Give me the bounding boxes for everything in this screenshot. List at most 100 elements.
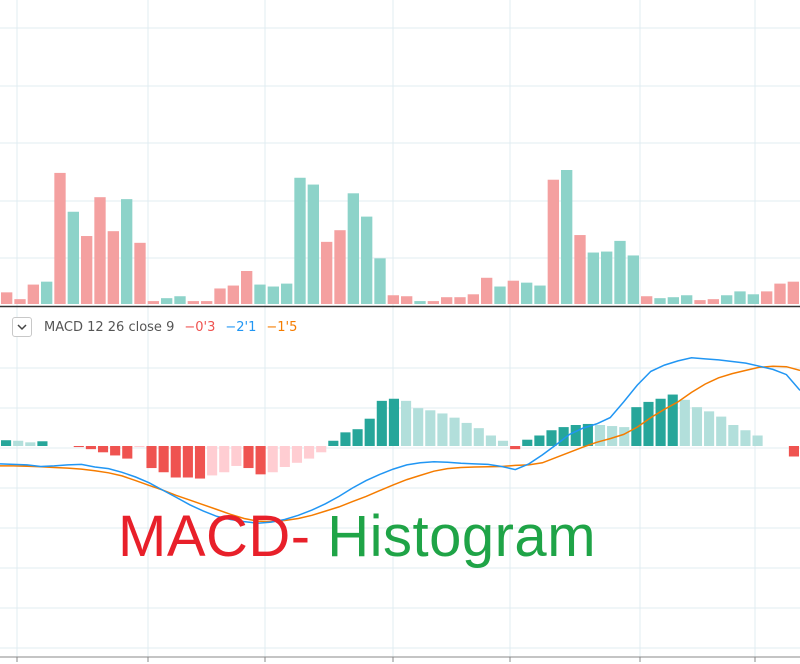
histogram-bar (691, 407, 703, 446)
histogram-bar (788, 446, 799, 457)
histogram-bar (607, 426, 618, 446)
volume-bar (734, 291, 746, 304)
volume-bar (161, 298, 173, 304)
study-name: MACD 12 26 close 9 (44, 319, 175, 335)
histogram-bar (449, 417, 460, 446)
volume-bar (1, 292, 13, 304)
volume-bar (267, 286, 279, 304)
volume-bar (721, 295, 733, 304)
histogram-bar (255, 446, 266, 475)
histogram-bar (522, 439, 533, 446)
histogram-bar (740, 430, 751, 446)
volume-bar (374, 258, 386, 304)
histogram-bar (388, 398, 399, 446)
volume-bar (201, 301, 213, 304)
histogram-bar (631, 407, 642, 446)
volume-bar (294, 177, 306, 304)
volume-bar (334, 230, 346, 304)
histogram-bar (546, 430, 557, 446)
histogram-bar (425, 410, 436, 446)
histogram-bar (510, 446, 521, 450)
volume-bar (187, 301, 199, 304)
volume-bar (347, 193, 359, 304)
volume-bar (254, 284, 266, 304)
histogram-bar (110, 446, 121, 456)
volume-bar (627, 255, 639, 304)
histogram-bar (316, 446, 327, 453)
histogram-bar (158, 446, 169, 473)
volume-bar (134, 242, 146, 304)
histogram-bar (752, 435, 763, 446)
volume-bar (67, 211, 79, 304)
histogram-bar (376, 400, 387, 446)
volume-bar (467, 294, 479, 304)
volume-bar (307, 184, 319, 304)
volume-bar (147, 301, 159, 304)
histogram-bar (413, 408, 424, 446)
volume-bar (121, 199, 133, 304)
volume-bar (14, 299, 26, 304)
overlay-text-macd: MACD- (118, 504, 311, 569)
histogram-bar (267, 446, 278, 473)
histogram-bar (619, 427, 630, 446)
histogram-bar (85, 446, 96, 450)
volume-bars (1, 170, 799, 304)
volume-bar (574, 235, 586, 304)
histogram-bar (437, 413, 448, 446)
histogram-bar (13, 440, 24, 446)
volume-bar (174, 296, 186, 304)
volume-bar (787, 281, 799, 304)
histogram-bar (401, 400, 412, 446)
volume-bar (241, 270, 253, 304)
volume-bar (521, 282, 533, 304)
histogram-bar (594, 425, 606, 446)
volume-bar (534, 285, 546, 304)
volume-bar (387, 295, 399, 304)
signal-line (0, 365, 800, 523)
collapse-legend-button[interactable] (12, 317, 32, 337)
histogram-bar (231, 446, 242, 466)
volume-bar (761, 291, 773, 304)
histogram-bar (291, 446, 303, 463)
volume-bar (494, 286, 506, 304)
volume-bar (214, 288, 226, 304)
histogram-bar (207, 446, 218, 476)
chevron-down-icon (17, 323, 27, 330)
histogram-bar (485, 435, 496, 446)
volume-bar (454, 297, 466, 304)
histogram-bar (134, 446, 145, 448)
title-overlay: MACD- Histogram (118, 508, 596, 566)
histogram-bar (728, 425, 739, 446)
volume-bar (601, 251, 613, 304)
histogram-bar (643, 401, 654, 446)
volume-bar (667, 297, 679, 304)
volume-bar (614, 240, 626, 304)
histogram-bar (122, 446, 133, 459)
volume-bar (81, 236, 93, 304)
histogram-bar (304, 446, 315, 459)
histogram-bar (667, 394, 678, 446)
volume-bar (227, 285, 239, 304)
histogram-bar (679, 399, 690, 446)
volume-bar (774, 283, 786, 304)
histogram-bar (182, 446, 193, 478)
volume-bar (427, 301, 439, 304)
histogram-bar (582, 423, 593, 446)
histogram-bar (243, 446, 254, 469)
overlay-text-histogram: Histogram (327, 504, 597, 569)
macd-value: −2'1 (225, 319, 257, 335)
signal-value: −1'5 (266, 319, 298, 335)
time-axis-ticks (16, 657, 756, 662)
histogram-bar (364, 418, 375, 446)
volume-bar (481, 277, 493, 304)
histogram-bar (146, 446, 157, 469)
macd-line (0, 357, 800, 524)
histogram-bar (570, 425, 581, 446)
volume-bar (747, 294, 759, 304)
volume-bar (681, 295, 693, 304)
histogram-bar (279, 446, 290, 467)
histogram-bar (73, 446, 84, 448)
histogram-bar (25, 442, 36, 446)
volume-bar (41, 281, 53, 304)
